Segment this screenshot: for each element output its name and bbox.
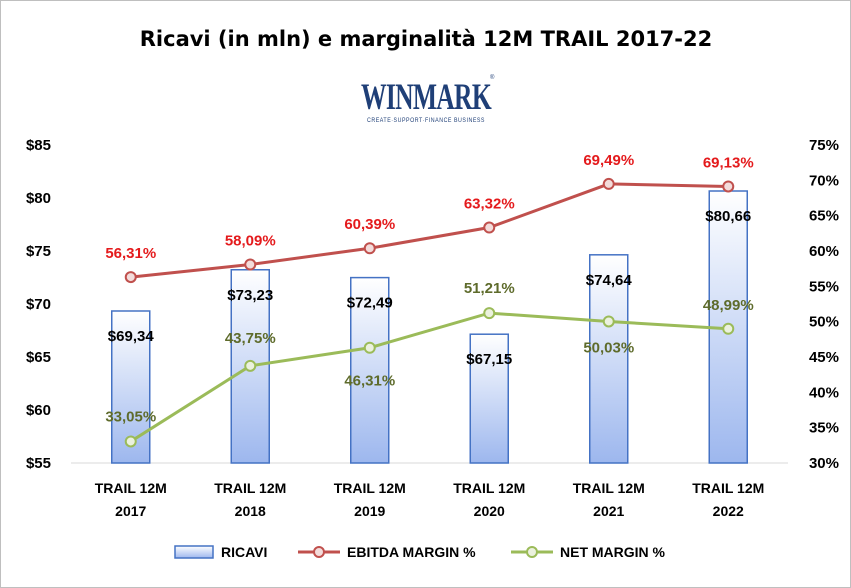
bar-ricavi [469, 333, 509, 464]
marker-net [602, 315, 615, 328]
y-left-tick-label: $75 [26, 243, 51, 260]
marker-net [244, 359, 257, 372]
x-tick-label-line2: 2018 [235, 503, 266, 519]
x-tick-label-line1: TRAIL 12M [214, 480, 286, 496]
logo-tagline: CREATE·SUPPORT·FINANCE BUSINESS [367, 118, 485, 124]
legend-swatch-ricavi [174, 545, 214, 559]
x-tick-label-line2: 2019 [354, 503, 385, 519]
marker-ebitda [722, 180, 735, 193]
x-tick-label-line2: 2017 [115, 503, 146, 519]
x-tick-label-line1: TRAIL 12M [334, 480, 406, 496]
legend-label-ricavi: RICAVI [221, 544, 267, 560]
y-right-tick-label: 50% [809, 314, 839, 331]
x-tick-label-line1: TRAIL 12M [95, 480, 167, 496]
y-right-tick-label: 40% [809, 384, 839, 401]
legend-label-net: NET MARGIN % [560, 544, 666, 560]
x-tick-label-line1: TRAIL 12M [692, 480, 764, 496]
x-axis-categories: TRAIL 12M 2017 TRAIL 12M 2018 TRAIL 12M 2019 T… [95, 480, 765, 519]
y-axis-right: 30% 35% 40% 45% 50% 55% 60% 65% 70% 75% [809, 137, 839, 472]
y-left-tick-label: $55 [26, 455, 51, 472]
legend-label-ebitda: EBITDA MARGIN % [347, 544, 476, 560]
bar-ricavi [350, 276, 390, 464]
marker-ebitda [483, 221, 496, 234]
y-left-tick-label: $80 [26, 190, 51, 207]
marker-ebitda [602, 177, 615, 190]
bar-value-label: $72,49 [347, 295, 393, 312]
x-tick-label-line2: 2021 [593, 503, 624, 519]
net-value-label: 51,21% [464, 280, 515, 297]
y-left-tick-label: $85 [26, 137, 51, 154]
y-left-tick-label: $70 [26, 296, 51, 313]
ebitda-value-label: 63,32% [464, 196, 515, 213]
line-ebitda-margin [130, 182, 729, 279]
bar-value-label: $73,23 [227, 287, 273, 304]
ebitda-value-label: 58,09% [225, 232, 276, 249]
legend-swatch-ebitda-marker [313, 546, 325, 558]
bar-ricavi [589, 254, 629, 464]
legend: RICAVI EBITDA MARGIN % NET MARGIN % [174, 544, 666, 560]
net-value-label: 48,99% [703, 297, 754, 314]
bar-value-label: $69,34 [108, 328, 155, 345]
marker-ebitda [124, 271, 137, 284]
ebitda-value-label: 60,39% [344, 216, 395, 233]
y-right-tick-label: 55% [809, 278, 839, 295]
x-tick-label-line1: TRAIL 12M [453, 480, 525, 496]
y-right-tick-label: 35% [809, 420, 839, 437]
marker-ebitda [244, 258, 257, 271]
x-tick-label-line2: 2022 [713, 503, 744, 519]
marker-net [722, 322, 735, 335]
marker-net [483, 307, 496, 320]
net-value-label: 43,75% [225, 330, 276, 347]
x-tick-label-line2: 2020 [474, 503, 505, 519]
y-right-tick-label: 45% [809, 349, 839, 366]
bar-value-label: $80,66 [705, 208, 751, 225]
y-right-tick-label: 70% [809, 172, 839, 189]
bar-ricavi [111, 310, 151, 464]
bars-ricavi [111, 190, 748, 464]
y-right-tick-label: 65% [809, 208, 839, 225]
ebitda-value-label: 69,13% [703, 154, 754, 171]
logo-wordmark: WINMARK [361, 77, 492, 118]
y-right-tick-label: 30% [809, 455, 839, 472]
logo-registered-mark: ® [490, 74, 495, 81]
y-right-tick-label: 75% [809, 137, 839, 154]
winmark-logo: WINMARK ® CREATE·SUPPORT·FINANCE BUSINES… [361, 74, 495, 124]
net-value-label: 33,05% [105, 408, 156, 425]
x-tick-label-line1: TRAIL 12M [573, 480, 645, 496]
ebitda-value-label: 69,49% [583, 152, 634, 169]
line-net-margin [129, 311, 729, 443]
net-value-label: 46,31% [344, 373, 395, 390]
y-right-tick-label: 60% [809, 243, 839, 260]
marker-ebitda [363, 242, 376, 255]
bar-value-label: $74,64 [586, 272, 633, 289]
legend-swatch-net-marker [526, 546, 538, 558]
ebitda-value-label: 56,31% [105, 245, 156, 262]
y-axis-left: $55 $60 $65 $70 $75 $80 $85 [26, 137, 51, 472]
line-series [124, 177, 735, 448]
chart-title: Ricavi (in mln) e marginalità 12M TRAIL … [140, 27, 713, 51]
net-value-label: 50,03% [583, 339, 634, 356]
y-left-tick-label: $60 [26, 402, 51, 419]
marker-net [363, 341, 376, 354]
marker-net [124, 435, 137, 448]
y-left-tick-label: $65 [26, 349, 51, 366]
bar-value-label: $67,15 [466, 351, 512, 368]
data-labels: $69,34 $73,23 $72,49 $67,15 $74,64 $80,66 56,3… [105, 152, 753, 426]
